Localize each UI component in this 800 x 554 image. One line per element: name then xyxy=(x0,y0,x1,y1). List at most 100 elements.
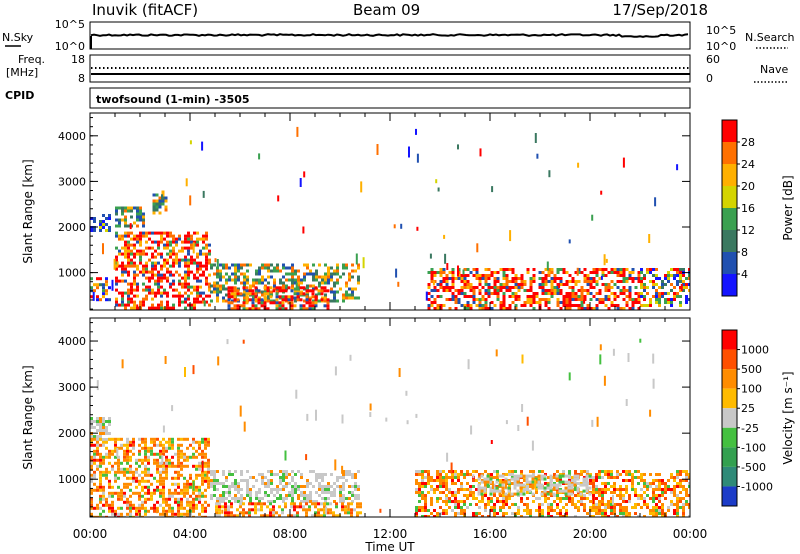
power-cell xyxy=(243,272,246,276)
power-cell xyxy=(589,292,593,295)
power-cell xyxy=(342,299,345,303)
power-scatter-cell xyxy=(680,283,683,291)
power-cell xyxy=(108,298,111,302)
power-scatter-cell xyxy=(491,186,494,193)
power-cell xyxy=(227,292,231,296)
power-cell xyxy=(187,270,190,274)
power-cell xyxy=(160,306,163,310)
power-cell xyxy=(550,283,554,286)
power-scatter-cell xyxy=(362,257,365,269)
velocity-cell xyxy=(171,494,174,498)
velocity-cell xyxy=(427,476,430,479)
velocity-ytick-label: 3000 xyxy=(58,381,86,394)
power-cell xyxy=(202,270,205,274)
velocity-cell xyxy=(658,494,661,497)
velocity-cell xyxy=(195,503,198,507)
velocity-cell xyxy=(595,491,598,494)
power-cell xyxy=(439,304,443,307)
velocity-cell xyxy=(673,476,676,479)
power-cell xyxy=(227,295,231,299)
power-cell xyxy=(133,237,136,241)
velocity-cell xyxy=(463,473,466,476)
power-cell xyxy=(190,237,193,241)
velocity-cell xyxy=(219,497,222,500)
power-cell xyxy=(184,237,187,241)
velocity-colorbar-tick-label: 500 xyxy=(741,363,762,376)
power-cell xyxy=(213,263,216,267)
power-cell xyxy=(102,295,105,299)
velocity-cell xyxy=(520,500,523,503)
velocity-cell xyxy=(108,432,111,435)
power-cell xyxy=(196,237,199,241)
velocity-cell xyxy=(242,514,245,517)
velocity-cell xyxy=(661,488,664,491)
power-cell xyxy=(466,304,470,307)
velocity-cell xyxy=(526,485,529,488)
velocity-cell xyxy=(317,514,320,517)
power-cell xyxy=(688,283,690,286)
power-cell xyxy=(130,300,133,304)
power-cell xyxy=(222,296,225,300)
velocity-cell xyxy=(201,506,204,510)
velocity-cell xyxy=(333,482,336,485)
power-cell xyxy=(308,289,312,293)
power-cell xyxy=(439,283,443,286)
power-cell xyxy=(466,268,470,271)
velocity-cell xyxy=(198,500,201,504)
velocity-cell xyxy=(171,491,174,495)
power-cell xyxy=(93,217,96,220)
velocity-cell xyxy=(514,503,517,506)
power-cell xyxy=(269,295,273,299)
velocity-cell xyxy=(676,500,679,503)
power-cell xyxy=(478,292,482,295)
power-cell xyxy=(661,286,664,289)
velocity-cell xyxy=(418,488,421,491)
velocity-cell xyxy=(570,492,574,496)
velocity-cell xyxy=(201,470,204,474)
velocity-cell xyxy=(526,503,529,506)
velocity-cell xyxy=(120,497,123,501)
velocity-scatter-cell xyxy=(592,495,595,505)
velocity-cell xyxy=(126,455,129,459)
power-cell xyxy=(469,271,473,274)
power-cell xyxy=(254,304,258,308)
velocity-cell xyxy=(93,506,96,510)
velocity-cell xyxy=(442,476,445,479)
velocity-cell xyxy=(309,500,312,503)
power-cell xyxy=(93,289,96,293)
power-cell xyxy=(196,300,199,304)
power-scatter-cell xyxy=(302,226,305,234)
velocity-cell xyxy=(576,489,580,493)
power-cell xyxy=(263,295,267,299)
power-cell xyxy=(556,292,560,295)
velocity-cell xyxy=(652,512,655,515)
velocity-cell xyxy=(108,420,111,423)
velocity-cell xyxy=(234,488,237,491)
velocity-cell xyxy=(171,440,174,444)
power-cell xyxy=(245,292,249,296)
velocity-cell xyxy=(357,485,360,488)
power-cell xyxy=(336,266,339,270)
velocity-cell xyxy=(162,494,165,498)
velocity-cell xyxy=(323,505,326,509)
power-cell xyxy=(517,286,521,289)
power-cell xyxy=(249,263,252,267)
power-cell xyxy=(598,301,602,304)
power-cell xyxy=(631,304,635,307)
power-cell xyxy=(228,278,231,282)
velocity-cell xyxy=(418,494,421,497)
velocity-cell xyxy=(573,477,577,481)
velocity-cell xyxy=(144,443,147,447)
velocity-cell xyxy=(421,494,424,497)
power-cell xyxy=(556,277,560,280)
power-cell xyxy=(348,278,351,282)
velocity-ytick-label: 4000 xyxy=(58,335,86,348)
velocity-cell xyxy=(171,476,174,480)
velocity-cell xyxy=(90,467,93,471)
power-cell xyxy=(532,277,536,280)
power-cell xyxy=(184,240,187,244)
power-cell xyxy=(145,231,148,235)
velocity-cell xyxy=(637,494,640,497)
velocity-cell xyxy=(258,473,261,476)
power-cell xyxy=(139,249,142,253)
